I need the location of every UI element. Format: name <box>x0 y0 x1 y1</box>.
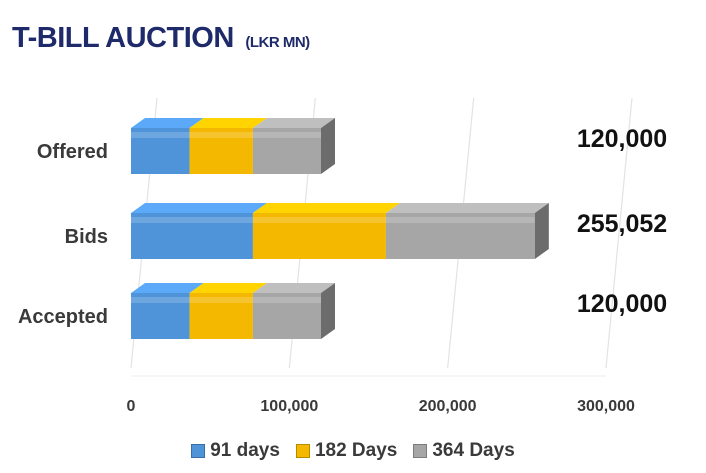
bar-bids-seg-1 <box>252 213 386 259</box>
bar-bids-seg-0-shine <box>131 217 253 223</box>
bar-accepted-seg-2-shine <box>252 297 321 303</box>
legend-label-182-days: 182 Days <box>314 440 398 461</box>
total-label-offered: 120,000 <box>577 125 667 153</box>
legend-item-364-days: 364 Days <box>413 440 515 462</box>
bar-offered-seg-2 <box>252 128 321 174</box>
bar-offered-seg-2-top <box>252 118 335 128</box>
bar-bids-seg-0 <box>131 213 253 259</box>
x-tick-label-0: 0 <box>127 398 136 415</box>
category-label-accepted: Accepted <box>18 306 108 328</box>
chart-title: T-BILL AUCTION (LKR MN) <box>12 22 310 55</box>
x-tick-label-3: 300,000 <box>577 398 635 415</box>
chart-title-unit: (LKR MN) <box>245 34 310 51</box>
bar-accepted-seg-0-top <box>131 283 204 293</box>
legend-swatch-182-days <box>295 444 310 458</box>
bar-bids-end-cap <box>534 203 549 259</box>
legend-label-91-days: 91 days <box>210 440 280 461</box>
bar-offered-seg-0-top <box>131 118 204 128</box>
bar-accepted-seg-0 <box>131 293 190 339</box>
x-tick-label-2: 200,000 <box>419 398 477 415</box>
chart-legend: 91 days 182 Days 364 Days <box>0 440 706 462</box>
chart-title-main: T-BILL AUCTION <box>12 22 234 54</box>
bar-bids-seg-1-top <box>252 203 400 213</box>
bar-offered-end-cap <box>321 118 335 174</box>
x-tick-label-1: 100,000 <box>260 398 318 415</box>
bar-bids-seg-2-top <box>385 203 549 213</box>
bar-offered-seg-0-shine <box>131 132 190 138</box>
bar-bids-seg-0-top <box>131 203 267 213</box>
bar-bids-seg-2 <box>385 213 535 259</box>
total-label-bids: 255,052 <box>577 210 667 238</box>
bar-accepted-end-cap <box>321 283 335 339</box>
bar-accepted-seg-1-shine <box>189 297 253 303</box>
legend-item-91-days: 91 days <box>191 440 280 462</box>
legend-item-182-days: 182 Days <box>295 440 398 462</box>
stacked-bar-chart: 0 100,000 200,000 300,000 Offered 120,000 Bids… <box>18 97 667 415</box>
bar-accepted-seg-1-top <box>189 283 267 293</box>
category-label-offered: Offered <box>37 141 108 163</box>
legend-swatch-364-days <box>413 444 428 458</box>
bar-offered-seg-1-top <box>189 118 267 128</box>
bar-accepted-seg-0-shine <box>131 297 190 303</box>
bar-offered-seg-2-shine <box>252 132 321 138</box>
bar-accepted-seg-2-top <box>252 283 335 293</box>
legend-label-364-days: 364 Days <box>432 440 515 461</box>
bar-accepted-seg-2 <box>252 293 321 339</box>
bar-bids-seg-2-shine <box>385 217 535 223</box>
bar-bids-seg-1-shine <box>252 217 386 223</box>
bar-offered-seg-0 <box>131 128 190 174</box>
legend-swatch-91-days <box>191 444 206 458</box>
category-label-bids: Bids <box>65 226 108 248</box>
total-label-accepted: 120,000 <box>577 290 667 318</box>
bar-offered-seg-1 <box>189 128 253 174</box>
bar-accepted-seg-1 <box>189 293 253 339</box>
gridline-3 <box>605 97 633 369</box>
bar-offered-seg-1-shine <box>189 132 253 138</box>
